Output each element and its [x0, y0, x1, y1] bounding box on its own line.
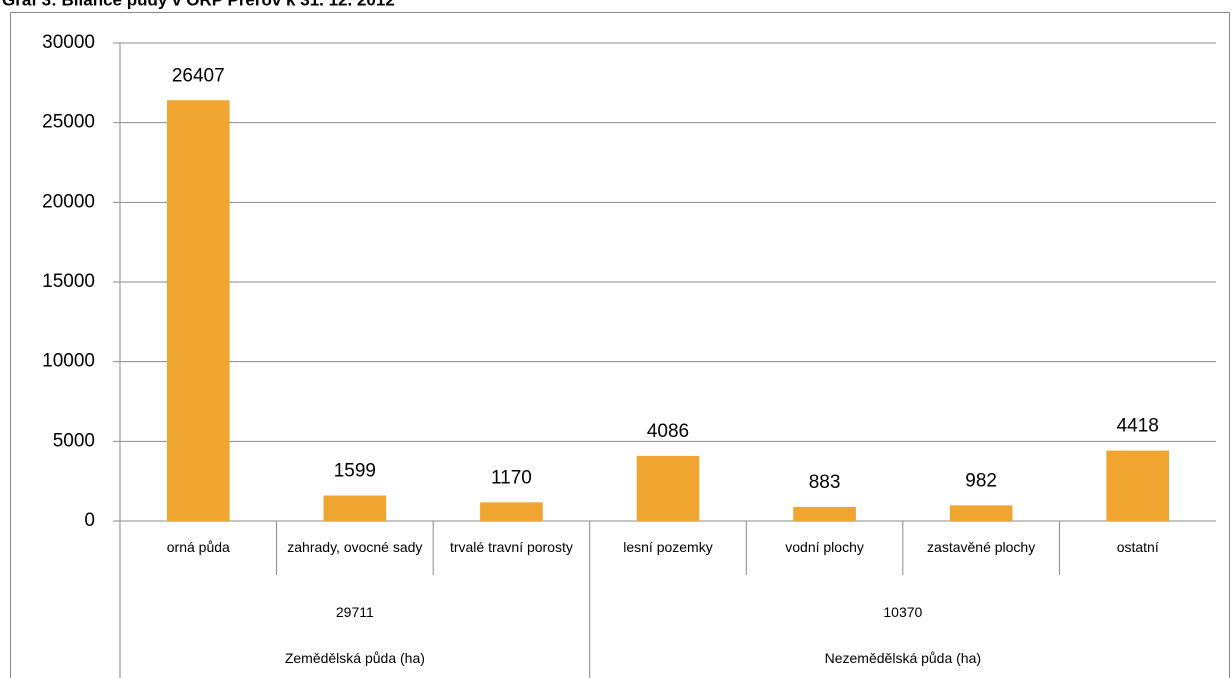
- chart-frame: [10, 12, 1230, 678]
- bar: [323, 495, 387, 521]
- y-tick-label: 5000: [53, 430, 95, 451]
- data-label: 4418: [1117, 416, 1159, 437]
- x-tick-label: vodní plochy: [785, 539, 864, 555]
- x-tick-label: lesní pozemky: [623, 539, 713, 555]
- bar: [949, 505, 1013, 521]
- data-label: 982: [965, 470, 997, 491]
- bar: [166, 100, 230, 521]
- y-tick-label: 30000: [42, 32, 95, 53]
- x-tick-label: orná půda: [166, 539, 230, 555]
- group-label: Nezemědělská půda (ha): [824, 650, 982, 666]
- bar: [636, 455, 700, 521]
- y-tick-label: 25000: [42, 112, 95, 133]
- bar: [793, 506, 856, 521]
- bar: [480, 502, 543, 521]
- data-label: 1599: [334, 461, 376, 482]
- y-tick-label: 10000: [42, 351, 95, 372]
- data-label: 26407: [172, 65, 225, 86]
- chart-title: Graf 3: Bilance půdy v ORP Přerov k 31. …: [2, 0, 395, 9]
- y-tick-label: 20000: [42, 191, 95, 212]
- data-label: 1170: [491, 467, 532, 488]
- y-tick-label: 15000: [42, 271, 95, 292]
- x-tick-label: zastavěné plochy: [927, 539, 1036, 555]
- bar: [1106, 450, 1170, 521]
- y-tick-label: 0: [84, 510, 95, 531]
- data-label: 883: [809, 472, 841, 493]
- group-total: 29711: [335, 604, 374, 620]
- group-label: Zemědělská půda (ha): [284, 650, 425, 666]
- data-label: 4086: [647, 421, 689, 442]
- x-tick-label: trvalé travní porosty: [449, 539, 573, 555]
- group-total: 10370: [883, 604, 923, 620]
- x-tick-label: ostatní: [1116, 539, 1159, 555]
- x-tick-label: zahrady, ovocné sady: [287, 539, 423, 555]
